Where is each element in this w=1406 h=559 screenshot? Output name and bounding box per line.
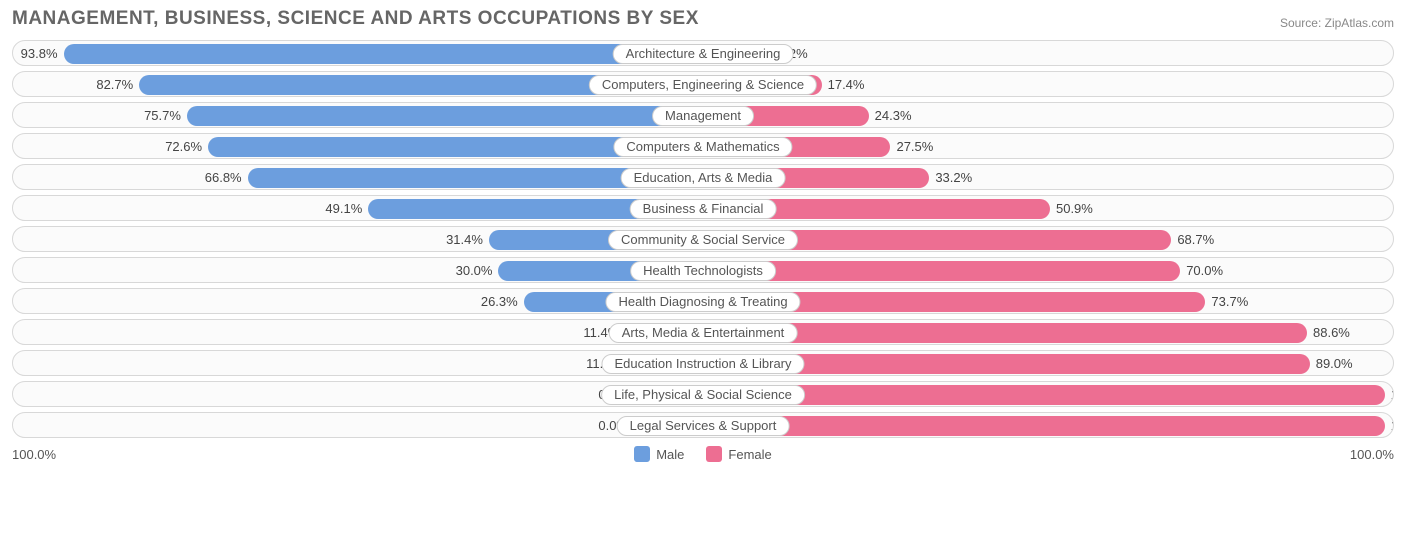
- male-bar: [64, 44, 703, 64]
- female-pct-label: 33.2%: [929, 165, 972, 189]
- bar-row: 66.8% 33.2% Education, Arts & Media: [12, 164, 1394, 190]
- source-label: Source:: [1280, 16, 1321, 30]
- bar-row: 93.8%6.2%Architecture & Engineering: [12, 40, 1394, 66]
- category-label: Business & Financial: [630, 199, 777, 219]
- legend: Male Female: [634, 446, 772, 462]
- category-label: Arts, Media & Entertainment: [609, 323, 798, 343]
- category-label: Community & Social Service: [608, 230, 798, 250]
- legend-swatch-female: [706, 446, 722, 462]
- category-label: Architecture & Engineering: [613, 44, 794, 64]
- category-label: Health Diagnosing & Treating: [605, 292, 800, 312]
- category-label: Computers, Engineering & Science: [589, 75, 817, 95]
- female-pct-label: 88.6%: [1307, 320, 1350, 344]
- male-pct-label: 72.6%: [165, 134, 208, 158]
- male-pct-label: 75.7%: [144, 103, 187, 127]
- bar-row: 0.0%100.0%Legal Services & Support: [12, 412, 1394, 438]
- axis-left-label: 100.0%: [12, 447, 56, 462]
- male-pct-label: 31.4%: [446, 227, 489, 251]
- legend-label-male: Male: [656, 447, 684, 462]
- category-label: Computers & Mathematics: [613, 137, 792, 157]
- legend-item-female: Female: [706, 446, 771, 462]
- female-pct-label: 50.9%: [1050, 196, 1093, 220]
- bar-row: 30.0% 70.0% Health Technologists: [12, 257, 1394, 283]
- female-pct-label: 89.0%: [1310, 351, 1353, 375]
- category-label: Education, Arts & Media: [621, 168, 786, 188]
- axis-right-label: 100.0%: [1350, 447, 1394, 462]
- category-label: Health Technologists: [630, 261, 776, 281]
- chart-source: Source: ZipAtlas.com: [1280, 16, 1394, 30]
- chart-header: MANAGEMENT, BUSINESS, SCIENCE AND ARTS O…: [12, 8, 1394, 30]
- legend-swatch-male: [634, 446, 650, 462]
- female-pct-label: 100.0%: [1385, 382, 1394, 406]
- female-pct-label: 27.5%: [890, 134, 933, 158]
- chart-rows: 93.8%6.2%Architecture & Engineering 82.7%…: [12, 40, 1394, 438]
- category-label: Education Instruction & Library: [601, 354, 804, 374]
- female-pct-label: 68.7%: [1171, 227, 1214, 251]
- bar-row: 26.3% 73.7% Health Diagnosing & Treating: [12, 288, 1394, 314]
- female-pct-label: 70.0%: [1180, 258, 1223, 282]
- chart-title: MANAGEMENT, BUSINESS, SCIENCE AND ARTS O…: [12, 8, 699, 30]
- female-bar: [703, 416, 1385, 436]
- bar-row: 49.1% 50.9% Business & Financial: [12, 195, 1394, 221]
- bar-row: 11.4%88.6%Arts, Media & Entertainment: [12, 319, 1394, 345]
- male-pct-label: 93.8%: [21, 41, 64, 65]
- category-label: Legal Services & Support: [617, 416, 790, 436]
- legend-label-female: Female: [728, 447, 771, 462]
- male-bar: [187, 106, 703, 126]
- chart-footer: 100.0% Male Female 100.0%: [12, 446, 1394, 462]
- bar-row: 82.7% 17.4%Computers, Engineering & Scien…: [12, 71, 1394, 97]
- category-label: Management: [652, 106, 754, 126]
- bar-row: 31.4% 68.7% Community & Social Service: [12, 226, 1394, 252]
- male-pct-label: 82.7%: [96, 72, 139, 96]
- male-pct-label: 49.1%: [325, 196, 368, 220]
- female-pct-label: 73.7%: [1205, 289, 1248, 313]
- male-pct-label: 66.8%: [205, 165, 248, 189]
- bar-row: 72.6% 27.5% Computers & Mathematics: [12, 133, 1394, 159]
- female-pct-label: 100.0%: [1385, 413, 1394, 437]
- female-bar: [703, 385, 1385, 405]
- female-pct-label: 24.3%: [869, 103, 912, 127]
- male-pct-label: 30.0%: [456, 258, 499, 282]
- bar-row: 11.0%89.0%Education Instruction & Librar…: [12, 350, 1394, 376]
- bar-row: 75.7% 24.3% Management: [12, 102, 1394, 128]
- bar-row: 0.0%100.0%Life, Physical & Social Scienc…: [12, 381, 1394, 407]
- legend-item-male: Male: [634, 446, 684, 462]
- female-pct-label: 17.4%: [822, 72, 865, 96]
- male-pct-label: 26.3%: [481, 289, 524, 313]
- category-label: Life, Physical & Social Science: [601, 385, 805, 405]
- source-name: ZipAtlas.com: [1325, 16, 1394, 30]
